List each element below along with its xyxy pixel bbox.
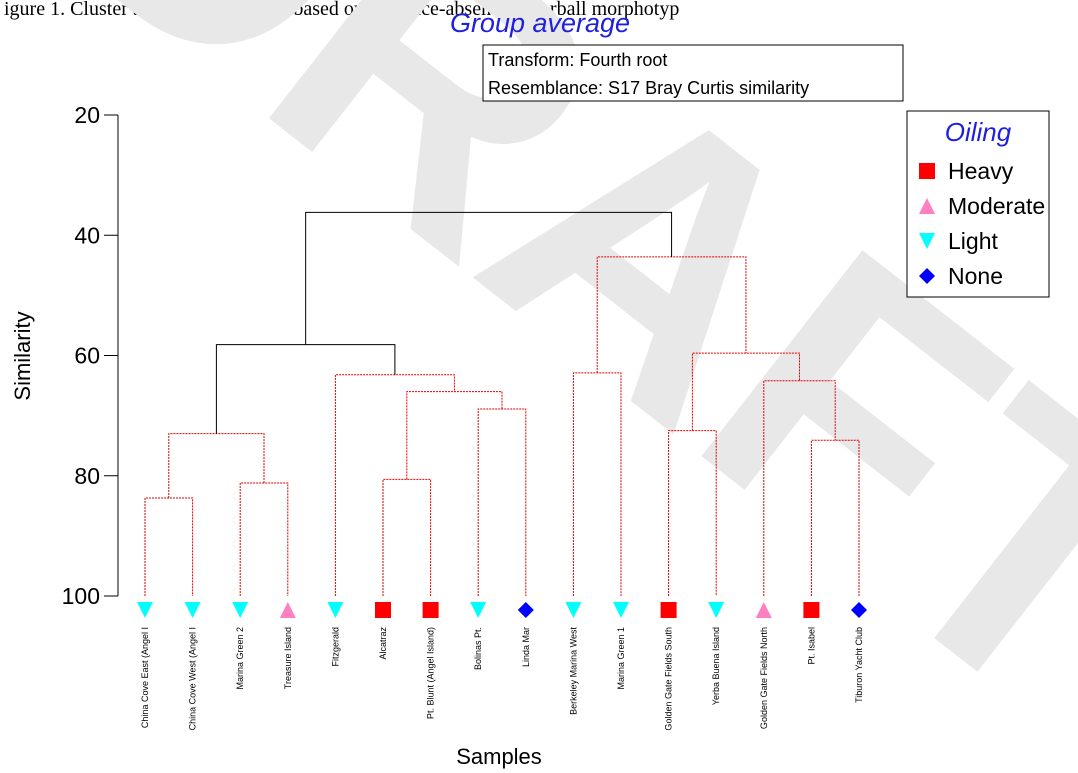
leaf-label: Linda Mar (521, 627, 531, 667)
dendrogram-branch-m2 (239, 482, 289, 596)
leaf-marker-12 (708, 602, 725, 618)
y-tick-label: 60 (74, 343, 100, 369)
leaf-marker-2 (232, 602, 249, 618)
leaf-marker-1 (184, 602, 201, 618)
x-axis-label: Samples (456, 744, 542, 769)
leaf-marker-15 (851, 602, 867, 618)
info-transform: Transform: Fourth root (488, 50, 667, 70)
leaf-label: Treasure Island (283, 627, 293, 689)
leaf-marker-14 (803, 602, 820, 618)
dendrogram-branch-m8 (215, 344, 396, 434)
legend-marker-moderate (919, 198, 935, 214)
leaf-label: Pt. Isabel (806, 627, 816, 665)
dendrogram-branch-m12 (763, 380, 836, 596)
dendrogram-branch-m15 (305, 211, 673, 345)
leaf-marker-13 (755, 602, 772, 618)
leaf-label: Golden Gate Fields North (759, 627, 769, 729)
leaf-marker-6 (422, 602, 439, 618)
info-resemblance: Resemblance: S17 Bray Curtis similarity (488, 78, 809, 98)
legend-label-heavy: Heavy (948, 158, 1014, 184)
leaf-label: Alcatraz (378, 627, 388, 660)
leaf-label: Tiburon Yacht Club (854, 627, 864, 703)
leaf-label: Marina Green 1 (616, 627, 626, 690)
legend-marker-light (919, 233, 935, 249)
leaf-marker-7 (470, 602, 487, 618)
y-tick-label: 100 (62, 583, 100, 609)
legend-label-none: None (948, 263, 1003, 289)
leaf-marker-11 (660, 602, 677, 618)
dendrogram-branch-m1 (144, 497, 194, 596)
dendrogram-branch-m6 (406, 391, 503, 480)
leaf-marker-10 (613, 602, 629, 618)
y-axis-label: Similarity (10, 311, 35, 400)
leaf-marker-4 (327, 602, 344, 618)
y-tick-label: 40 (74, 222, 100, 248)
legend-label-moderate: Moderate (948, 193, 1045, 219)
dendrogram-branch-m13 (691, 352, 800, 431)
legend-marker-none (919, 268, 935, 284)
leaf-marker-3 (279, 602, 296, 618)
dendrogram-branch-m4 (382, 478, 432, 596)
leaf-label: Berkeley Marina West (568, 627, 578, 715)
chart-title: Group average (450, 8, 630, 38)
leaf-label: Marina Green 2 (235, 627, 245, 690)
figure-caption-fragment: igure 1. Cluster analysis of samples bas… (4, 0, 679, 20)
dendrogram-branch-m7 (334, 374, 455, 596)
y-tick-label: 20 (74, 102, 100, 128)
legend: Oiling Heavy Moderate Light None (906, 110, 1050, 298)
leaf-marker-9 (565, 602, 582, 618)
leaf-label: Fitzgerald (330, 627, 340, 667)
leaf-label: Golden Gate Fields South (664, 627, 674, 731)
leaf-label: Pt. Blunt (Angel Island) (426, 627, 436, 719)
legend-marker-heavy (919, 163, 935, 179)
leaf-marker-5 (375, 602, 391, 618)
legend-title: Oiling (945, 117, 1012, 147)
leaf-label: Bolinas Pt. (473, 627, 483, 670)
dendrogram-branch-m5 (477, 408, 527, 596)
leaf-marker-0 (137, 602, 153, 618)
leaf-label: Yerba Buena Island (711, 627, 721, 705)
leaf-label: China Cove East (Angel I (140, 627, 150, 728)
leaf-label: China Cove West (Angel I (188, 627, 198, 730)
info-box: Transform: Fourth root Resemblance: S17 … (482, 44, 904, 102)
leaf-marker-8 (517, 602, 534, 618)
dendrogram-branch-m3 (168, 433, 265, 498)
legend-label-light: Light (948, 228, 998, 254)
y-tick-label: 80 (74, 463, 100, 489)
y-axis: 20 40 60 80 100 (62, 102, 119, 609)
